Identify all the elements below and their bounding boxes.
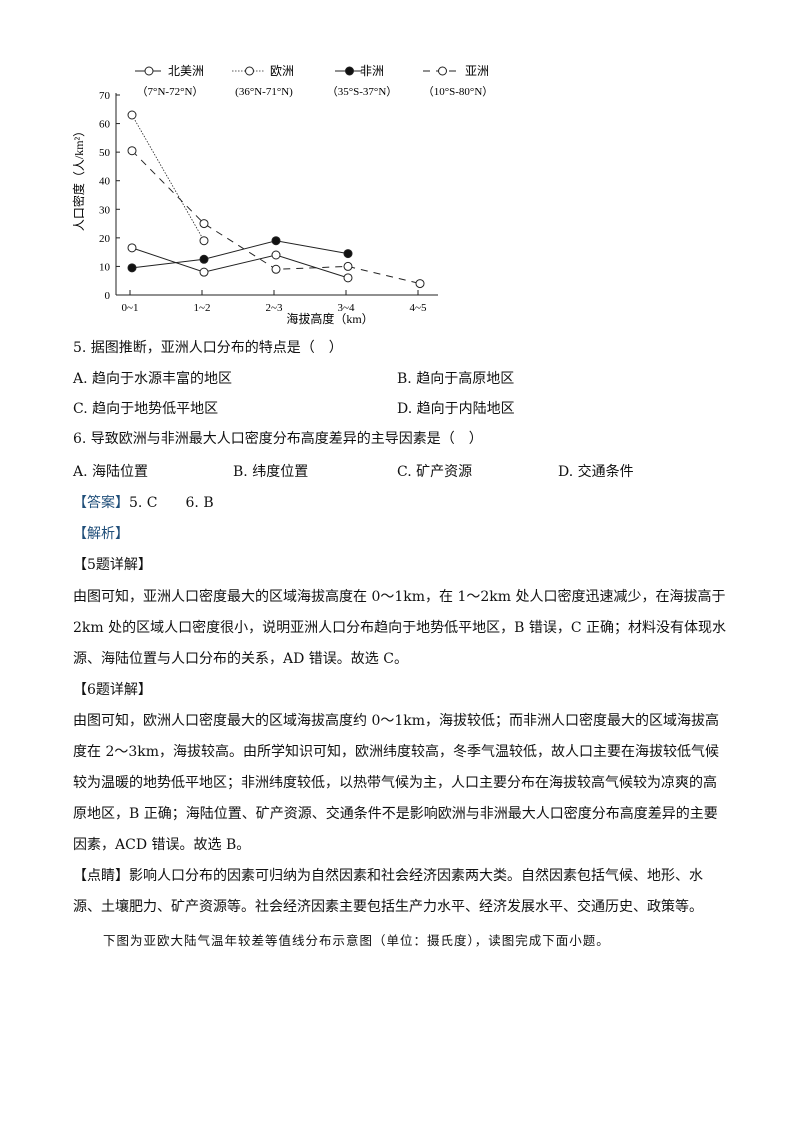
detail-5-line: 由图可知，亚洲人口密度最大的区域海拔高度在 0～1km，在 1～2km 处人口密… [73,589,726,605]
detail-6-line: 较为温暖的地势低平地区；非洲纬度较低，以热带气候为主，人口主要分布在海拔较高气候… [73,775,717,791]
chart-marks [127,110,425,289]
y-tick-label: 70 [99,90,111,102]
q6-option-b: B. 纬度位置 [233,464,309,480]
data-point [127,263,137,273]
q6-option-d: D. 交通条件 [558,464,634,480]
data-point [199,236,209,246]
legend-marker [245,66,254,76]
data-point [271,236,281,246]
detail-6-line: 原地区，B 正确；海陆位置、矿产资源、交通条件不是影响欧洲与非洲最大人口密度分布… [73,806,718,822]
y-tick-label: 10 [99,261,111,273]
data-point [415,279,425,289]
legend-label: 北美洲 [168,64,204,78]
q6-option-a: A. 海陆位置 [73,464,149,480]
detail-6-line: 由图可知，欧洲人口密度最大的区域海拔高度约 0～1km，海拔较低；而非洲人口密度… [73,713,720,729]
q6-option-c: C. 矿产资源 [397,464,473,480]
comment-line: 【点睛】影响人口分布的因素可归纳为自然因素和社会经济因素两大类。自然因素包括气候… [73,867,703,885]
q5-option-c: C. 趋向于地势低平地区 [73,401,219,417]
x-tick-label: 2~3 [266,302,283,314]
y-tick-label: 0 [105,290,111,302]
answer-label: 【答案】 [73,495,129,511]
x-axis-label: 海拔高度（km） [286,311,373,326]
data-point [343,249,353,259]
series-line-1 [131,114,205,241]
data-point [271,264,281,274]
next-question-intro: 下图为亚欧大陆气温年较差等值线分布示意图（单位：摄氏度），读图完成下面小题。 [103,933,610,948]
x-tick-label: 4~5 [410,302,427,314]
legend-range: (36°N-71°N) [235,86,293,98]
data-point [271,250,281,260]
chart-axes: 0 10 20 30 40 50 60 70 0~1 1~2 2~3 3~4 4~5 海拔高度（km） 人口… [71,90,438,326]
data-point [199,267,209,277]
y-tick-label: 20 [99,233,111,245]
y-axis-label: 人口密度（人/km²） [71,125,86,231]
y-tick-label: 40 [99,176,111,188]
y-tick-label: 30 [99,204,111,216]
question-5-stem: 5. 据图推断，亚洲人口分布的特点是（ ） [73,340,343,356]
data-point [127,110,137,120]
legend-marker [345,66,354,76]
y-tick-label: 60 [99,119,111,131]
answer-text: 5. C 6. B [129,495,214,511]
comment-label: 【点睛】 [73,868,129,884]
detail-6-label: 【6题详解】 [73,682,152,698]
x-tick-label: 3~4 [338,302,355,314]
detail-5-label: 【5题详解】 [73,557,152,573]
legend-marker [438,66,447,76]
series-line-2 [131,240,349,269]
x-tick-label: 0~1 [122,302,139,314]
legend-label: 欧洲 [270,64,294,78]
legend-label: 非洲 [360,64,384,78]
series-line-0 [131,247,349,279]
analysis-label: 【解析】 [73,526,129,542]
detail-5-line: 源、海陆位置与人口分布的关系，AD 错误。故选 C。 [73,651,408,667]
answer-line: 【答案】5. C 6. B [73,494,214,512]
detail-6-line: 因素，ACD 错误。故选 B。 [73,837,251,853]
chart-legend: 北美洲 （7°N-72°N） 欧洲 (36°N-71°N) 非洲 （35°S-37°N） 亚… [135,64,493,98]
data-point [343,261,353,271]
comment-line: 源、土壤肥力、矿产资源等。社会经济因素主要包括生产力水平、经济发展水平、交通历史… [73,899,703,915]
legend-label: 亚洲 [465,64,489,78]
data-point [199,219,209,229]
y-tick-label: 50 [99,147,111,159]
data-point [127,243,137,253]
x-tick-label: 1~2 [194,302,211,314]
detail-5-line: 2km 处的区域人口密度很小，说明亚洲人口分布趋向于地势低平地区，B 错误，C … [73,620,727,636]
detail-6-line: 度在 2～3km，海拔较高。由所学知识可知，欧洲纬度较高，冬季气温较低，故人口主… [73,744,720,760]
data-point [199,254,209,264]
population-density-chart: 北美洲 （7°N-72°N） 欧洲 (36°N-71°N) 非洲 （35°S-37°N） 亚… [71,64,493,326]
q5-option-d: D. 趋向于内陆地区 [397,401,515,417]
q5-option-b: B. 趋向于高原地区 [397,371,515,387]
comment-text: 影响人口分布的因素可归纳为自然因素和社会经济因素两大类。自然因素包括气候、地形、… [129,868,703,884]
data-point [127,146,137,156]
q5-option-a: A. 趋向于水源丰富的地区 [73,371,233,387]
legend-marker [144,66,154,76]
legend-range: （10°S-80°N） [423,85,494,98]
legend-range: （7°N-72°N） [137,85,204,98]
question-6-stem: 6. 导致欧洲与非洲最大人口密度分布高度差异的主导因素是（ ） [73,431,483,447]
legend-range: （35°S-37°N） [327,85,398,98]
data-point [343,273,353,283]
series-line-3 [131,150,421,285]
